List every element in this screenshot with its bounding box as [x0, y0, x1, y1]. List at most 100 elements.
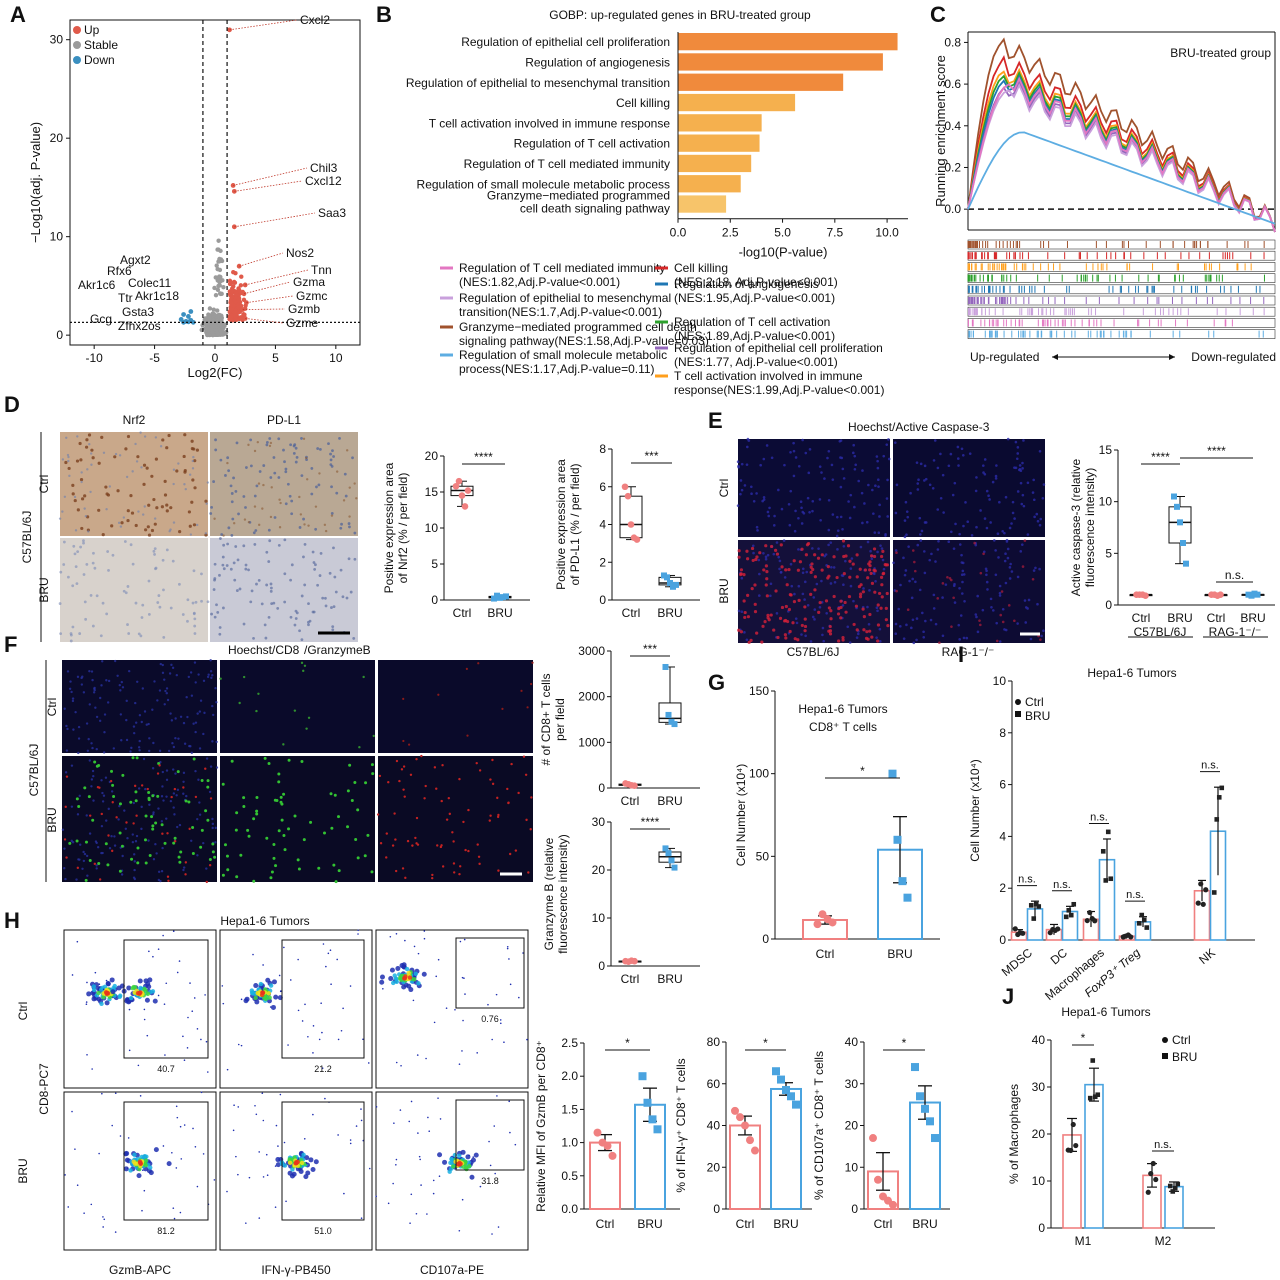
flow-dot — [305, 1170, 311, 1176]
gate-percent: 81.2 — [157, 1226, 175, 1236]
x-tick-label: 2.5 — [722, 226, 739, 240]
tissue-dot — [929, 618, 933, 622]
tissue-dot — [272, 456, 276, 459]
tissue-dot — [129, 543, 133, 547]
tissue-dot — [131, 562, 135, 566]
go-bar — [678, 93, 796, 112]
flow-dot — [86, 991, 92, 997]
x-tick-label: 10.0 — [875, 226, 899, 240]
tissue-dot — [59, 570, 63, 574]
tissue-dot — [214, 438, 217, 442]
flow-scatter — [400, 1064, 402, 1067]
tissue-dot — [226, 868, 230, 872]
tissue-dot — [329, 458, 333, 462]
tissue-dot — [916, 482, 920, 485]
tissue-dot — [489, 778, 492, 781]
data-point-bru — [1090, 1058, 1096, 1063]
tissue-dot — [1000, 590, 1004, 593]
tissue-dot — [80, 526, 84, 531]
tissue-dot — [919, 462, 923, 466]
tissue-dot — [787, 567, 791, 572]
flow-scatter — [283, 946, 285, 949]
tissue-dot — [884, 618, 888, 622]
tissue-dot — [762, 457, 766, 461]
tissue-dot — [769, 613, 773, 617]
tissue-dot — [190, 447, 194, 451]
flow-dot — [142, 986, 147, 992]
tissue-dot — [91, 624, 95, 628]
tissue-dot — [184, 873, 187, 876]
tissue-dot — [172, 841, 176, 845]
tissue-dot — [125, 475, 129, 479]
tissue-dot — [330, 485, 333, 489]
tissue-dot — [75, 797, 79, 801]
tissue-dot — [991, 480, 995, 484]
flow-scatter — [418, 1155, 421, 1158]
tissue-dot — [952, 584, 956, 588]
tissue-dot — [323, 523, 327, 527]
gene-label: Gsta3 — [122, 305, 154, 319]
tissue-dot — [78, 441, 82, 446]
tissue-dot — [784, 636, 788, 640]
tissue-dot — [252, 531, 256, 535]
tissue-dot — [87, 795, 91, 799]
tissue-dot — [158, 749, 162, 753]
flow-dot — [130, 986, 135, 991]
tissue-dot — [142, 757, 146, 761]
tissue-dot — [238, 587, 242, 591]
tissue-dot — [953, 481, 957, 485]
tissue-dot — [100, 435, 104, 439]
tissue-dot — [879, 606, 883, 610]
tissue-dot — [163, 841, 167, 845]
tissue-dot — [174, 772, 177, 775]
tissue-dot — [924, 619, 927, 623]
tissue-dot — [252, 817, 256, 821]
tissue-dot — [209, 765, 213, 768]
tissue-dot — [131, 840, 135, 844]
flow-scatter — [437, 958, 440, 961]
tissue-dot — [84, 840, 88, 844]
tissue-dot — [981, 608, 985, 612]
y-tick-label: 10 — [1032, 1174, 1046, 1188]
flow-dot — [412, 977, 417, 982]
flow-scatter — [307, 1035, 309, 1038]
tissue-dot — [797, 584, 801, 588]
tissue-dot — [265, 583, 269, 587]
panel-letter-g: G — [708, 670, 726, 695]
tissue-dot — [160, 795, 164, 798]
tissue-dot — [353, 531, 357, 535]
significance-label: **** — [474, 450, 493, 464]
tissue-dot — [166, 832, 169, 835]
tissue-dot — [134, 701, 137, 705]
tissue-dot — [160, 823, 164, 827]
tissue-dot — [108, 847, 112, 850]
tissue-dot — [806, 604, 810, 607]
tissue-dot — [832, 555, 836, 559]
tissue-dot — [85, 562, 89, 566]
tissue-dot — [189, 671, 193, 674]
flow-scatter — [410, 1193, 413, 1196]
tissue-dot — [119, 689, 122, 692]
tissue-dot — [153, 522, 157, 526]
tissue-dot — [839, 485, 843, 489]
tissue-dot — [1008, 566, 1012, 569]
flow-scatter — [382, 987, 384, 990]
flow-scatter — [423, 937, 426, 940]
tissue-dot — [496, 796, 499, 800]
tissue-dot — [797, 548, 800, 551]
tissue-dot — [777, 555, 780, 559]
flow-scatter — [262, 1119, 265, 1122]
tissue-dot — [330, 512, 334, 515]
tissue-dot — [862, 587, 865, 590]
tissue-dot — [130, 511, 135, 515]
tissue-dot — [415, 842, 418, 845]
tissue-dot — [330, 606, 333, 609]
tissue-dot — [1001, 529, 1004, 533]
flow-scatter — [94, 971, 97, 974]
flow-scatter — [297, 1009, 300, 1012]
tissue-dot — [330, 514, 334, 517]
y-tick-label: 20 — [845, 1119, 859, 1133]
tissue-dot — [98, 696, 102, 700]
tissue-dot — [154, 457, 158, 461]
tissue-dot — [752, 551, 755, 555]
